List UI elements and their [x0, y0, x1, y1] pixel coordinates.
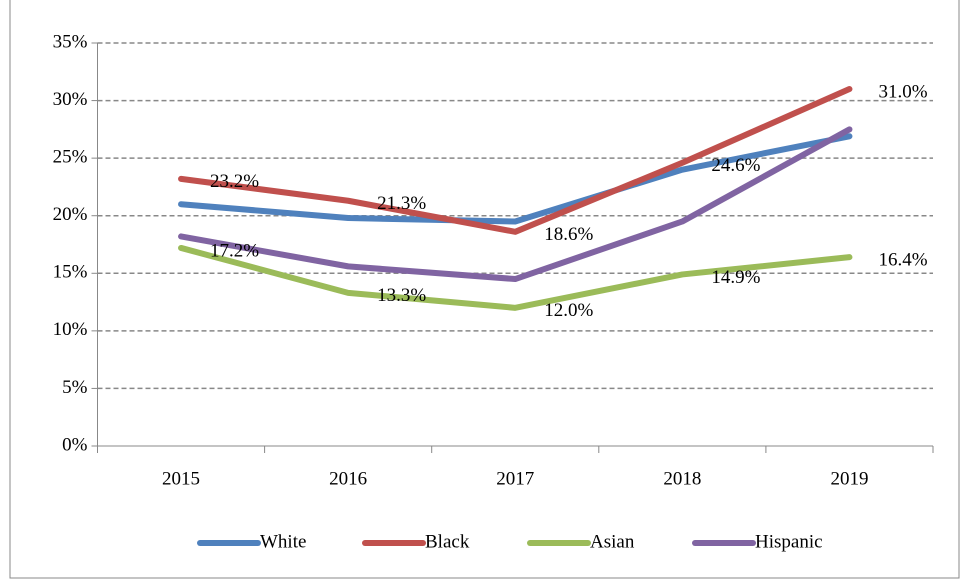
data-label: 16.4%	[878, 250, 927, 271]
y-tick-label: 5%	[62, 377, 88, 398]
data-label: 21.3%	[377, 193, 426, 214]
series-line	[178, 133, 853, 225]
data-label: 31.0%	[878, 81, 927, 102]
y-tick-label: 10%	[53, 319, 88, 340]
y-tick-label: 35%	[53, 31, 88, 52]
legend-label: White	[260, 531, 306, 552]
x-tick-label: 2016	[329, 468, 367, 489]
data-label: 18.6%	[544, 224, 593, 245]
x-tick-label: 2019	[830, 468, 868, 489]
data-label: 17.2%	[210, 240, 259, 261]
data-label: 24.6%	[711, 155, 760, 176]
series-line	[178, 86, 853, 235]
legend-label: Black	[425, 531, 470, 552]
y-tick-label: 25%	[53, 147, 88, 168]
y-tick-label: 20%	[53, 204, 88, 225]
data-label: 23.2%	[210, 171, 259, 192]
x-tick-label: 2018	[663, 468, 701, 489]
series-line	[178, 126, 853, 283]
series-line	[178, 244, 853, 311]
legend-label: Asian	[590, 531, 635, 552]
data-label: 14.9%	[711, 267, 760, 288]
x-tick-label: 2017	[496, 468, 534, 489]
y-tick-label: 30%	[53, 89, 88, 110]
x-tick-label: 2015	[162, 468, 200, 489]
data-label: 13.3%	[377, 285, 426, 306]
y-tick-label: 0%	[62, 434, 88, 455]
data-label: 12.0%	[544, 300, 593, 321]
legend-label: Hispanic	[755, 531, 823, 552]
chart-frame	[9, 0, 960, 579]
y-tick-label: 15%	[53, 262, 88, 283]
